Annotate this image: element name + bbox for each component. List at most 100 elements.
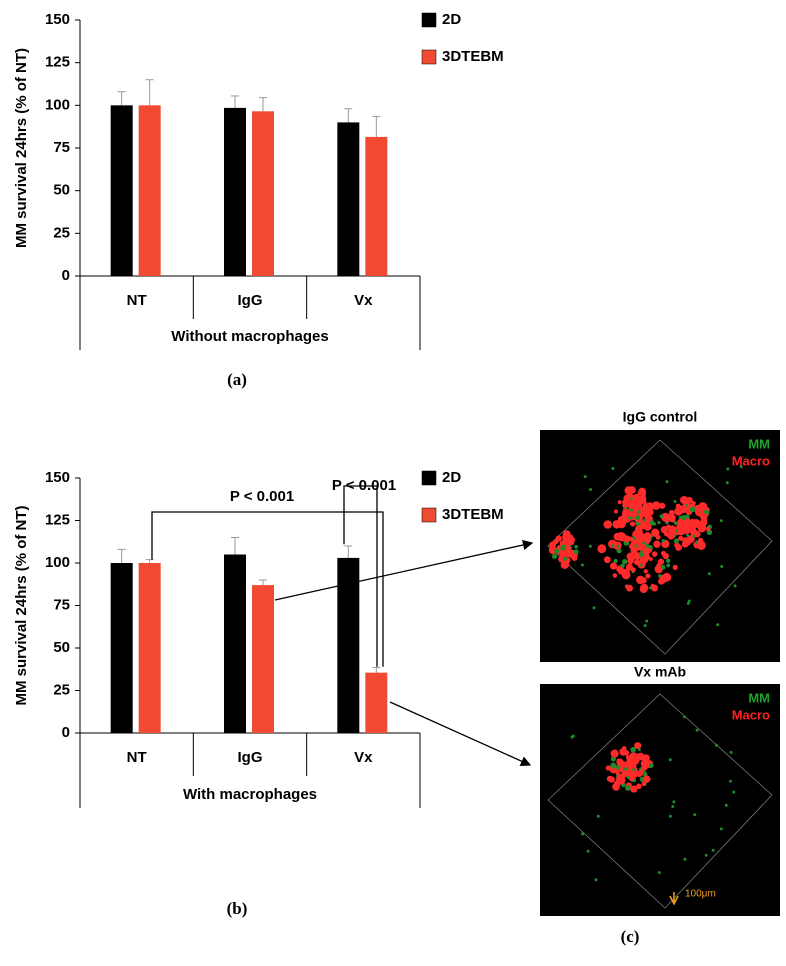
macro-cell <box>571 555 578 561</box>
mm-cell <box>611 543 615 548</box>
macro-cell <box>684 522 690 528</box>
mm-cell <box>671 805 675 809</box>
panel-label: (b) <box>227 899 248 918</box>
panel-label: (a) <box>227 370 247 389</box>
volume-outline <box>547 693 773 909</box>
y-tick-label: 100 <box>45 96 70 113</box>
mm-cell <box>586 849 590 853</box>
micrograph <box>540 684 780 916</box>
mm-cell <box>613 558 618 564</box>
mm-cell <box>661 539 665 543</box>
legend-swatch <box>421 470 437 486</box>
mm-cell <box>648 763 654 768</box>
mm-cell <box>624 785 631 791</box>
bracket <box>151 511 384 667</box>
macro-cell <box>625 755 631 760</box>
mm-cell <box>720 565 724 569</box>
macro-cell <box>627 772 636 781</box>
macro-cell <box>640 755 645 760</box>
macro-cell <box>621 769 629 777</box>
x-axis-label: With macrophages <box>183 786 317 803</box>
image-title: Vx mAb <box>634 664 686 680</box>
mm-cell <box>726 467 730 471</box>
mm-cell <box>610 762 617 769</box>
macro-cell <box>689 524 694 529</box>
macro-cell <box>641 764 648 771</box>
mm-cell <box>719 519 723 523</box>
mm-cell <box>729 750 733 754</box>
mm-cell <box>645 619 649 623</box>
mm-cell <box>711 848 715 852</box>
mm-cell <box>570 735 574 739</box>
macro-cell <box>623 749 630 756</box>
mm-cell <box>707 572 711 576</box>
mm-cell <box>672 800 676 804</box>
mm-cell <box>714 743 718 747</box>
macro-cell <box>627 761 635 769</box>
macro-cell <box>617 500 622 505</box>
mm-cell <box>639 563 643 567</box>
macro-cell <box>621 761 628 768</box>
mm-cell <box>648 586 652 590</box>
mm-cell <box>692 534 696 538</box>
volume-outline <box>547 439 773 655</box>
scale-bar <box>669 892 679 906</box>
image-title: IgG control <box>623 409 698 425</box>
mm-cell <box>622 558 628 565</box>
mm-cell <box>665 480 669 484</box>
y-tick-label: 125 <box>45 511 70 528</box>
macro-cell <box>603 556 611 564</box>
mm-cell <box>665 558 671 564</box>
mm-cell <box>689 506 696 513</box>
macro-cell <box>643 569 648 574</box>
macro-cell <box>621 746 627 751</box>
macro-cell <box>569 539 574 544</box>
macro-cell <box>627 557 634 565</box>
y-tick-label: 125 <box>45 54 70 71</box>
bar <box>252 585 274 733</box>
mm-cell <box>725 481 729 485</box>
mm-cell <box>659 514 664 519</box>
mm-cell <box>648 545 653 550</box>
macro-cell <box>609 562 618 570</box>
mm-cell <box>632 536 636 540</box>
y-tick-label: 150 <box>45 11 70 28</box>
macro-cell <box>637 769 644 776</box>
macro-cell <box>613 509 618 514</box>
mm-cell <box>596 814 600 818</box>
arrow <box>389 701 532 767</box>
bar <box>138 563 161 733</box>
macro-cell <box>624 584 629 589</box>
legend-swatch <box>421 49 437 65</box>
bar <box>337 122 360 277</box>
y-tick-label: 50 <box>53 639 70 656</box>
macro-cell <box>641 781 647 787</box>
x-tick-label: NT <box>127 749 147 766</box>
macro-cell <box>642 520 651 528</box>
mm-cell <box>687 599 691 603</box>
macro-cell <box>698 502 708 511</box>
mm-cell <box>657 871 661 875</box>
macro-cell <box>641 499 647 505</box>
y-tick-label: 75 <box>53 139 70 156</box>
mm-cell <box>695 728 699 732</box>
macro-cell <box>678 535 684 541</box>
mm-cell <box>660 564 666 570</box>
bar <box>365 672 388 733</box>
legend-label: 3DTEBM <box>442 48 504 65</box>
macro-cell <box>637 543 644 550</box>
macro-cell <box>640 534 649 542</box>
mm-cell <box>733 584 737 588</box>
mm-cell <box>673 500 677 504</box>
macro-cell <box>686 497 692 503</box>
mm-cell <box>716 623 720 627</box>
mm-cell <box>628 516 632 520</box>
macro-cell <box>675 503 681 509</box>
legend-mm: MM <box>748 436 770 451</box>
macro-cell <box>634 742 642 750</box>
x-axis-label: Without macrophages <box>171 328 328 345</box>
mm-cell <box>686 533 690 537</box>
annotation: P < 0.001 <box>332 477 396 494</box>
mm-cell <box>739 465 743 469</box>
significance-brackets <box>151 485 384 667</box>
